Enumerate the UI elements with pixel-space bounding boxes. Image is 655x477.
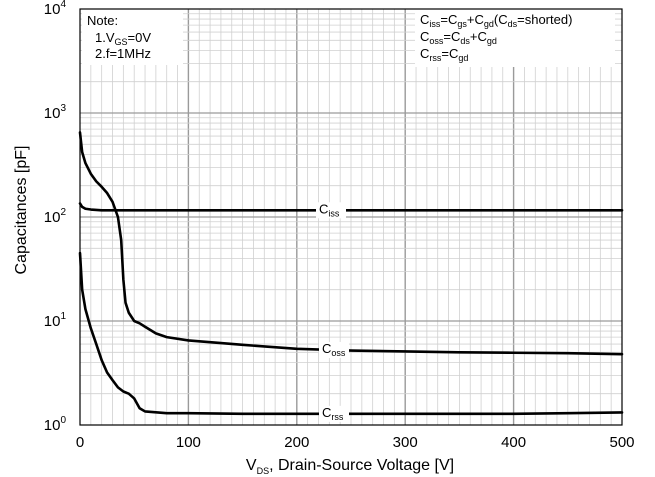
formula-line: Coss=Cds+Cgd — [420, 29, 497, 46]
note-line-1: 1.VGS=0V — [95, 30, 151, 47]
x-axis-title: VDS, Drain-Source Voltage [V] — [246, 457, 454, 476]
y-tick-label: 104 — [44, 0, 67, 18]
grid — [80, 9, 622, 425]
series-coss-label: Coss — [322, 341, 346, 358]
formula-line: Ciss=Cgs+Cgd(Cds=shorted) — [420, 12, 572, 29]
series-crss-label: Crss — [322, 405, 344, 422]
y-tick-label: 103 — [44, 103, 67, 122]
y-tick-label: 102 — [44, 207, 67, 226]
series-crss-line — [78, 251, 624, 416]
series-label-bg — [316, 202, 346, 219]
series-label-bg — [319, 341, 349, 358]
series-lines — [78, 131, 624, 416]
series-label-bg — [319, 405, 349, 422]
series-ciss-label: Ciss — [319, 201, 340, 218]
note-line-2: 2.f=1MHz — [95, 46, 151, 61]
x-tick-label: 400 — [501, 434, 526, 451]
y-tick-label: 100 — [44, 415, 67, 434]
x-tick-label: 0 — [76, 434, 84, 451]
plot-frame — [79, 8, 623, 426]
series-labels: Ciss Coss Crss — [316, 201, 349, 422]
x-tick-label: 100 — [176, 434, 201, 451]
x-tick-label: 300 — [393, 434, 418, 451]
y-axis-title: Capacitances [pF] — [13, 146, 30, 275]
formula-legend: Ciss=Cgs+Cgd(Cds=shorted)Coss=Cds+CgdCrs… — [420, 12, 572, 63]
series-coss-line — [78, 131, 624, 356]
x-tick-label: 200 — [284, 434, 309, 451]
note-box — [82, 9, 183, 65]
series-ciss-line — [78, 202, 624, 212]
x-tick-label: 500 — [609, 434, 634, 451]
formula-box — [415, 9, 615, 67]
y-tick-label: 101 — [44, 311, 67, 330]
axis-ticks: 0 100 200 300 400 500 100 101 102 103 104 — [44, 0, 635, 451]
formula-line: Crss=Cgd — [420, 46, 468, 63]
note-title: Note: — [87, 13, 118, 28]
